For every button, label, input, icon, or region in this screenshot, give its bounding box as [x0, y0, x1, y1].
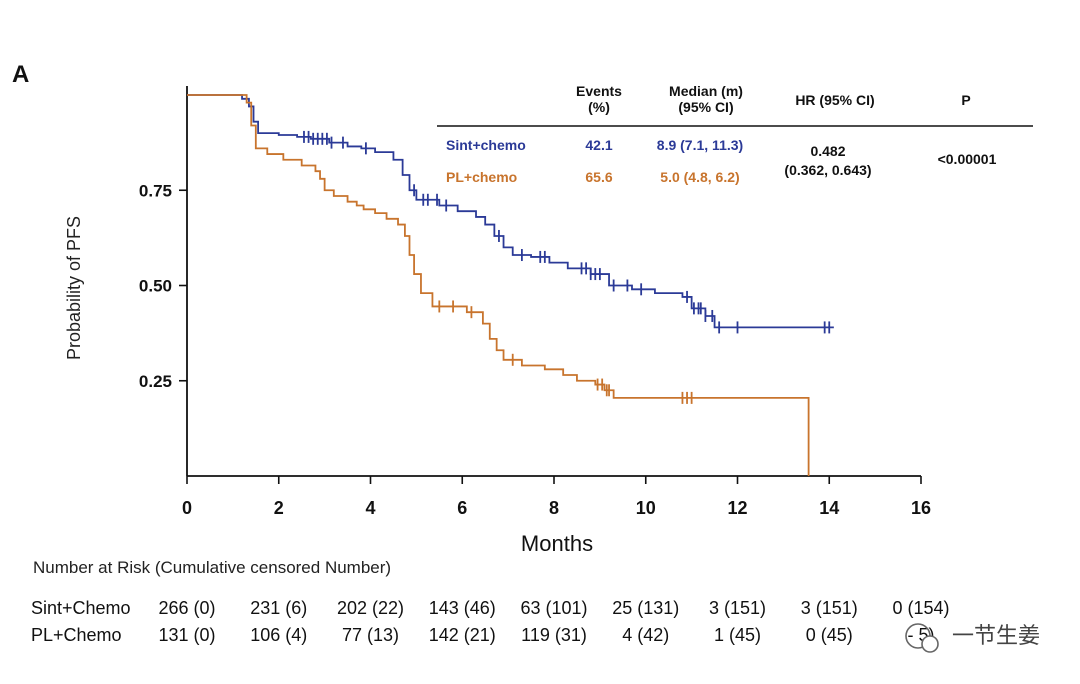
risk-value-0-1: 231 (6) — [250, 598, 307, 618]
risk-value-1-3: 142 (21) — [429, 625, 496, 645]
watermark-text: 一节生姜 — [952, 623, 1040, 648]
x-tick-label-1: 2 — [274, 498, 284, 518]
x-tick-label-8: 16 — [911, 498, 931, 518]
hr-ci: (0.362, 0.643) — [784, 162, 871, 178]
row-pl-name: PL+chemo — [446, 169, 517, 185]
y-ticks: 0.75 0.50 0.25 — [139, 181, 187, 391]
watermark: 一节生姜 — [905, 623, 1040, 653]
risk-value-1-7: 0 (45) — [806, 625, 853, 645]
risk-value-0-7: 3 (151) — [801, 598, 858, 618]
stats-table: Events (%) Median (m) (95% CI) HR (95% C… — [437, 83, 1033, 185]
risk-value-0-4: 63 (101) — [520, 598, 587, 618]
series-line-0 — [187, 94, 834, 329]
curves — [187, 94, 834, 476]
row-pl-events: 65.6 — [585, 169, 612, 185]
risk-value-0-5: 25 (131) — [612, 598, 679, 618]
risk-value-0-8: 0 (154) — [892, 598, 949, 618]
x-tick-label-0: 0 — [182, 498, 192, 518]
x-tick-label-5: 10 — [636, 498, 656, 518]
risk-group-sint: Sint+Chemo — [31, 598, 131, 618]
x-ticks: 0 2 4 6 8 10 12 14 16 — [182, 476, 931, 518]
risk-value-1-4: 119 (31) — [521, 625, 587, 645]
risk-value-1-6: 1 (45) — [714, 625, 761, 645]
y-tick-label-0: 0.75 — [139, 181, 172, 200]
y-tick-label-1: 0.50 — [139, 277, 172, 296]
x-tick-label-7: 14 — [819, 498, 839, 518]
x-axis-title: Months — [521, 531, 593, 556]
hr-value: 0.482 — [810, 143, 845, 159]
risk-value-0-0: 266 (0) — [158, 598, 215, 618]
row-pl-median: 5.0 (4.8, 6.2) — [660, 169, 739, 185]
y-tick-label-2: 0.25 — [139, 372, 172, 391]
y-axis-title: Probability of PFS — [64, 216, 84, 360]
risk-value-1-5: 4 (42) — [622, 625, 669, 645]
hr-header: HR (95% CI) — [795, 92, 874, 108]
p-header: P — [961, 92, 970, 108]
x-tick-label-2: 4 — [365, 498, 375, 518]
row-sint-events: 42.1 — [585, 137, 612, 153]
median-header-line1: Median (m) — [669, 83, 743, 99]
series-line-1 — [187, 94, 810, 476]
row-sint-median: 8.9 (7.1, 11.3) — [657, 137, 743, 153]
x-tick-label-3: 6 — [457, 498, 467, 518]
median-header-line2: (95% CI) — [678, 99, 733, 115]
events-header-line1: Events — [576, 83, 622, 99]
x-tick-label-6: 12 — [727, 498, 747, 518]
risk-row-pl: 131 (0) 106 (4) 77 (13) 142 (21) 119 (31) 4 (… — [158, 625, 934, 645]
risk-value-0-6: 3 (151) — [709, 598, 766, 618]
risk-value-0-3: 143 (46) — [429, 598, 496, 618]
risk-row-sint: 266 (0) 231 (6) 202 (22) 143 (46) 63 (101) 25… — [158, 598, 949, 618]
row-sint-name: Sint+chemo — [446, 137, 526, 153]
risk-table: Number at Risk (Cumulative censored Numb… — [31, 558, 950, 645]
risk-value-1-0: 131 (0) — [158, 625, 215, 645]
panel-label: A — [12, 61, 29, 88]
risk-group-pl: PL+Chemo — [31, 625, 122, 645]
x-tick-label-4: 8 — [549, 498, 559, 518]
p-value: <0.00001 — [938, 151, 997, 167]
risk-table-title: Number at Risk (Cumulative censored Numb… — [33, 558, 391, 577]
events-header-line2: (%) — [588, 99, 610, 115]
risk-value-1-1: 106 (4) — [250, 625, 307, 645]
risk-value-1-2: 77 (13) — [342, 625, 399, 645]
wechat-icon-bubble — [921, 635, 939, 653]
risk-value-0-2: 202 (22) — [337, 598, 404, 618]
